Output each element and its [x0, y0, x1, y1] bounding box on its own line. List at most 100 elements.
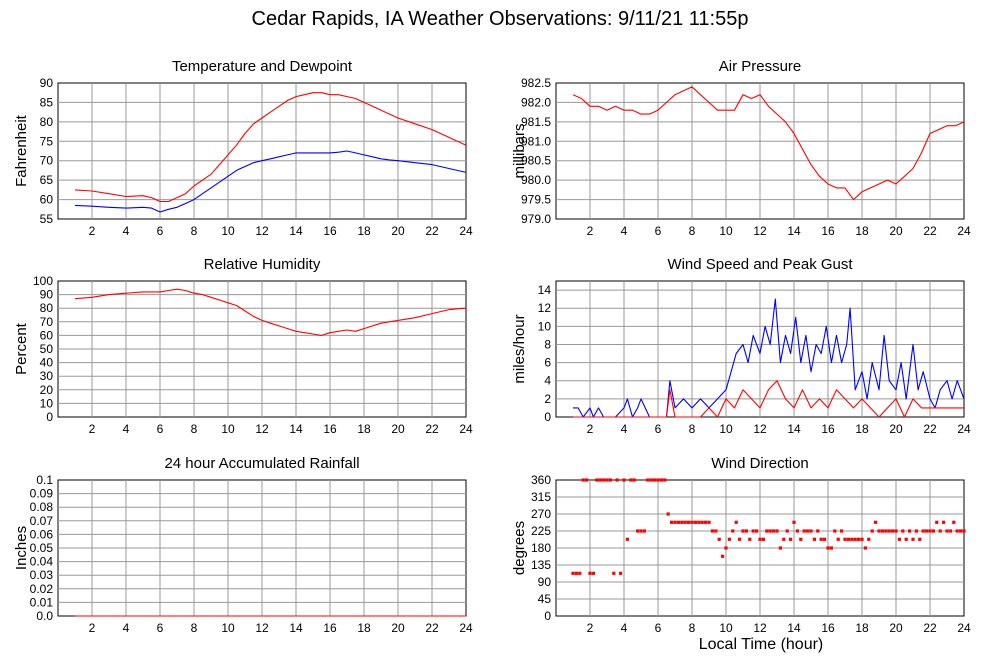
y-tick-label: 980.5	[521, 154, 551, 168]
data-point	[792, 520, 796, 524]
data-point	[772, 529, 776, 533]
x-tick-label: 8	[191, 621, 198, 635]
data-point	[656, 478, 660, 482]
y-tick-label: 0.05	[30, 541, 54, 555]
x-tick-label: 18	[357, 621, 371, 635]
chart-title: 24 hour Accumulated Rainfall	[164, 455, 359, 472]
y-tick-label: 90	[40, 76, 54, 90]
y-tick-label: 135	[531, 558, 551, 572]
data-point	[782, 537, 786, 541]
data-point	[884, 529, 888, 533]
data-point	[962, 529, 966, 533]
series-line-wind-0	[573, 298, 965, 418]
y-tick-label: 2	[544, 392, 551, 406]
chart-title: Air Pressure	[719, 58, 802, 75]
x-tick-label: 22	[923, 422, 937, 436]
x-tick-label: 10	[221, 621, 235, 635]
data-point	[690, 520, 694, 524]
y-tick-label: 80	[40, 301, 54, 315]
data-point	[697, 520, 701, 524]
data-point	[914, 529, 918, 533]
y-tick-label: 55	[40, 212, 54, 226]
data-point	[918, 537, 922, 541]
data-point	[700, 520, 704, 524]
series-line-wind-1	[573, 380, 964, 418]
data-point	[724, 546, 728, 550]
y-tick-label: 982.0	[521, 95, 551, 109]
data-point	[653, 478, 657, 482]
data-point	[608, 478, 612, 482]
data-point	[670, 520, 674, 524]
x-tick-label: 8	[689, 621, 696, 635]
y-tick-label: 225	[531, 524, 551, 538]
y-tick-label: 0	[46, 410, 53, 424]
data-point	[931, 529, 935, 533]
y-tick-label: 75	[40, 134, 54, 148]
y-tick-label: 0.02	[30, 582, 54, 596]
data-point	[632, 478, 636, 482]
x-tick-label: 20	[889, 422, 903, 436]
data-point	[585, 478, 589, 482]
x-tick-label: 10	[719, 224, 733, 238]
x-tick-label: 20	[889, 621, 903, 635]
x-tick-label: 2	[89, 224, 96, 238]
y-tick-label: 981.5	[521, 115, 551, 129]
x-tick-label: 4	[123, 422, 130, 436]
x-tick-label: 20	[391, 422, 405, 436]
data-point	[642, 529, 646, 533]
y-tick-label: 270	[531, 507, 551, 521]
y-tick-label: 0.06	[30, 527, 54, 541]
data-point	[833, 529, 837, 533]
data-point	[755, 529, 759, 533]
chart-temp: 2 4 6 8 10 12 14 16 18 20 22 245560657075808590Temp…	[13, 58, 473, 238]
x-tick-label: 4	[621, 621, 628, 635]
x-tick-label: 24	[957, 224, 971, 238]
data-point	[925, 529, 929, 533]
x-tick-label: 18	[855, 422, 869, 436]
x-tick-label: 12	[753, 224, 767, 238]
x-tick-label: 8	[191, 224, 198, 238]
data-point	[911, 537, 915, 541]
data-point	[877, 529, 881, 533]
chart-title: Wind Direction	[711, 455, 809, 472]
x-tick-label: 16	[821, 224, 835, 238]
chart-direction: 2 4 6 8 10 12 14 16 18 20 22 2404590135180225270315…	[511, 455, 971, 635]
y-tick-label: 50	[40, 342, 54, 356]
series-direction-0	[571, 478, 966, 575]
data-point	[823, 537, 827, 541]
y-tick-label: 4	[544, 374, 551, 388]
data-point	[952, 520, 956, 524]
data-point	[795, 529, 799, 533]
data-point	[571, 571, 575, 575]
data-point	[894, 529, 898, 533]
data-point	[683, 520, 687, 524]
data-point	[836, 537, 840, 541]
y-axis-label: Inches	[13, 526, 30, 570]
data-point	[717, 537, 721, 541]
data-point	[615, 478, 619, 482]
data-point	[704, 520, 708, 524]
data-point	[649, 478, 653, 482]
chart-title: Relative Humidity	[204, 256, 321, 273]
x-tick-label: 18	[357, 422, 371, 436]
series-line-humidity-0	[74, 288, 467, 336]
data-point	[574, 571, 578, 575]
data-point	[676, 520, 680, 524]
data-point	[666, 512, 670, 516]
y-tick-label: 20	[40, 383, 54, 397]
data-point	[639, 529, 643, 533]
data-point	[806, 529, 810, 533]
x-tick-label: 20	[391, 224, 405, 238]
x-tick-label: 8	[689, 422, 696, 436]
y-tick-label: 60	[40, 328, 54, 342]
y-tick-label: 80	[40, 115, 54, 129]
y-tick-label: 980.0	[521, 173, 551, 187]
data-point	[741, 529, 745, 533]
y-tick-label: 979.5	[521, 193, 551, 207]
x-tick-label: 6	[655, 422, 662, 436]
x-tick-label: 2	[587, 621, 594, 635]
data-point	[598, 478, 602, 482]
chart-pressure: 2 4 6 8 10 12 14 16 18 20 22 24979.0979.5980.0980.5…	[511, 58, 971, 238]
data-point	[622, 478, 626, 482]
x-tick-label: 16	[821, 422, 835, 436]
